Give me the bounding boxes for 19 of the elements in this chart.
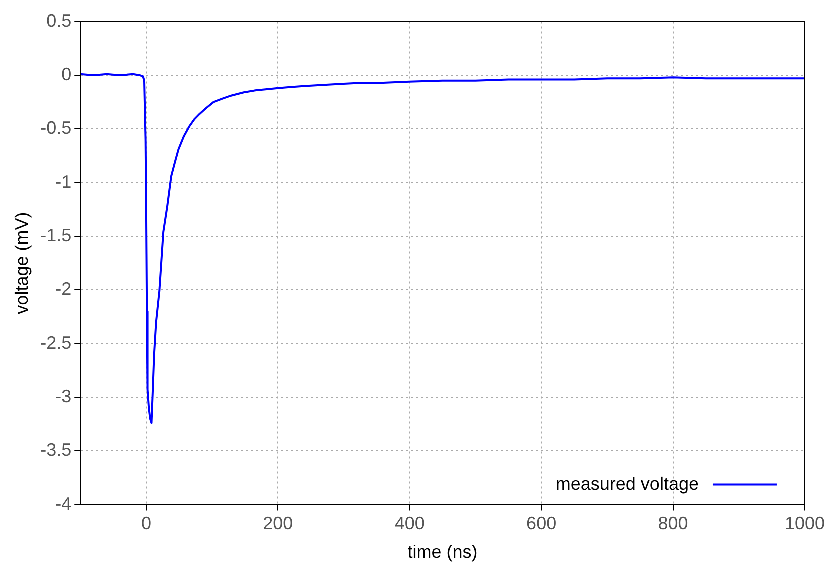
y-tick-label: 0.5 [46, 10, 72, 31]
x-tick-label: 1000 [784, 514, 825, 534]
y-tick-label: 0 [62, 64, 72, 84]
y-tick-label: -3.5 [40, 440, 72, 460]
x-axis-title: time (ns) [408, 542, 478, 562]
y-axis-title: voltage (mV) [12, 212, 32, 314]
y-tick-label: -3 [56, 386, 72, 406]
y-tick-label: -4 [56, 494, 72, 514]
x-tick-label: 400 [394, 514, 425, 534]
y-tick-label: -1 [56, 172, 72, 192]
x-tick-label: 200 [263, 514, 294, 534]
y-tick-label: -1.5 [40, 225, 72, 246]
x-tick-label: 800 [658, 514, 688, 534]
y-tick-label: -2.5 [40, 332, 72, 353]
legend-label: measured voltage [556, 474, 699, 494]
x-tick-label: 0 [141, 514, 152, 534]
x-tick-label: 600 [526, 514, 557, 534]
y-tick-label: -2 [56, 279, 72, 300]
y-tick-label: -0.5 [40, 118, 72, 138]
